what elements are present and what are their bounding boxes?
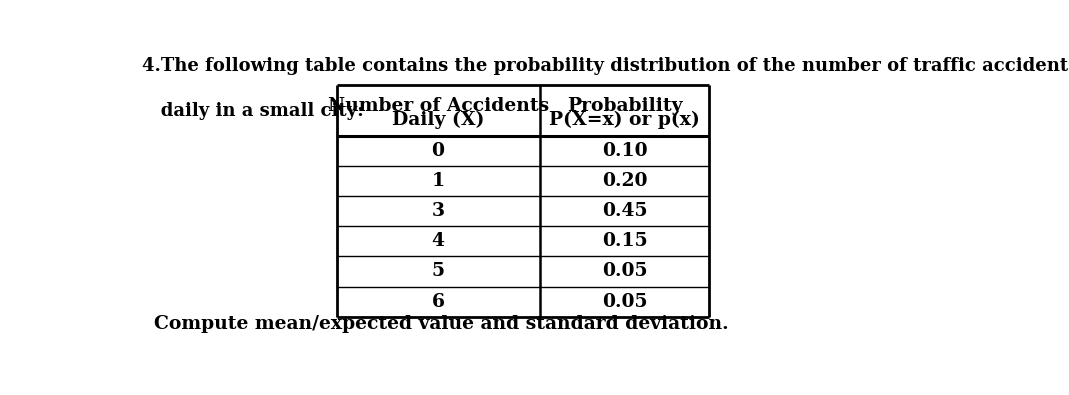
Text: 0.05: 0.05: [602, 263, 647, 280]
Text: P(X=x) or p(x): P(X=x) or p(x): [549, 111, 700, 129]
Text: 0.20: 0.20: [602, 172, 647, 190]
Text: Compute mean/expected value and standard deviation.: Compute mean/expected value and standard…: [154, 315, 729, 333]
Text: 5: 5: [432, 263, 445, 280]
Text: 0.15: 0.15: [602, 232, 648, 250]
Text: 6: 6: [432, 293, 445, 310]
Text: 3: 3: [432, 202, 445, 220]
Text: 4: 4: [432, 232, 445, 250]
Text: 0: 0: [432, 142, 445, 160]
Text: 0.10: 0.10: [602, 142, 648, 160]
Text: 1: 1: [432, 172, 445, 190]
Text: 0.05: 0.05: [602, 293, 647, 310]
Text: daily in a small city:: daily in a small city:: [142, 102, 363, 120]
Text: Daily (X): Daily (X): [392, 111, 484, 129]
Text: Number of Accidents: Number of Accidents: [327, 97, 548, 115]
Text: 4.The following table contains the probability distribution of the number of tra: 4.The following table contains the proba…: [142, 56, 1069, 75]
Text: Probability: Probability: [567, 97, 682, 115]
Text: 0.45: 0.45: [602, 202, 647, 220]
